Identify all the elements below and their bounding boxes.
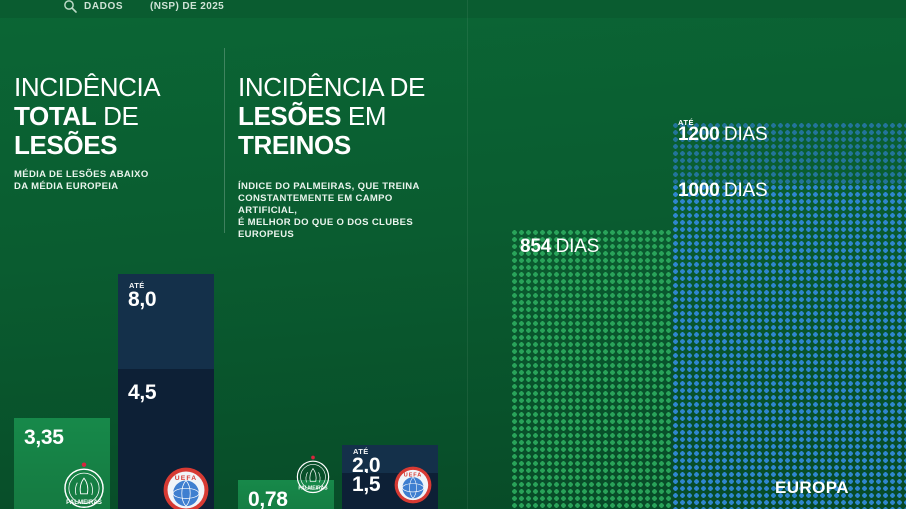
chart3-label-europa: 1000 DIAS — [678, 180, 768, 202]
chart2-value-uefa-max: 2,0 — [352, 454, 381, 473]
svg-text:UEFA: UEFA — [175, 475, 197, 482]
svg-text:PALMEIRAS: PALMEIRAS — [66, 499, 102, 506]
search-icon — [64, 0, 77, 13]
chart2-value-uefa: 1,5 — [352, 473, 381, 496]
chart3-column-europa-dots — [673, 185, 906, 509]
chart2-title-line2: LESÕES EM — [238, 102, 425, 131]
uefa-crest-icon-2: UEFA — [394, 466, 432, 504]
chart3-value-europa: 1000 — [678, 180, 720, 201]
chart1-ate-label-uefa: ATÉ — [129, 281, 145, 290]
chart2-ate-label-uefa: ATÉ — [353, 447, 369, 456]
chart2-title-line3: TREINOS — [238, 130, 351, 160]
palmeiras-crest-icon-2: PALMEIRAS — [296, 455, 330, 494]
chart2-subtitle: ÍNDICE DO PALMEIRAS, QUE TREINA CONSTANT… — [238, 181, 425, 241]
chart1-title-line1: INCIDÊNCIA — [14, 72, 161, 102]
chart3-unit-palmeiras: DIAS — [555, 236, 600, 257]
chart2-bar-uefa-range: ATÉ 2,0 — [342, 445, 438, 473]
chart2-title-line2-light: EM — [347, 101, 387, 131]
chart1-bar-palmeiras: 3,35 — [14, 418, 110, 509]
top-header-strip: DADOS (NSP) DE 2025 — [0, 0, 906, 18]
chart1-title-line2-light: DE — [103, 101, 139, 131]
chart1-title-line3: LESÕES — [14, 130, 118, 160]
chart1-value-uefa-max: 8,0 — [128, 288, 157, 311]
chart3-legend-europa: EUROPA — [775, 478, 849, 497]
chart1-subtitle: MÉDIA DE LESÕES ABAIXO DA MÉDIA EUROPEIA — [14, 169, 149, 193]
chart3-unit-max: DIAS — [723, 124, 768, 145]
svg-text:PALMEIRAS: PALMEIRAS — [298, 486, 328, 492]
chart1-subtitle-l2-bold: MÉDIA EUROPEIA — [31, 181, 119, 192]
chart1-bar-uefa-range: ATÉ 8,0 — [118, 274, 214, 369]
chart1-value-palmeiras: 3,35 — [24, 426, 64, 449]
chart3-value-palmeiras: 854 — [520, 236, 552, 257]
chart1-title-line2-bold: TOTAL — [14, 101, 97, 131]
column-divider — [224, 48, 225, 233]
chart3-column-palmeiras-dots — [512, 230, 673, 509]
uefa-crest-icon: UEFA — [163, 467, 209, 509]
chart2-title-line2-bold: LESÕES — [238, 101, 342, 131]
svg-text:UEFA: UEFA — [404, 473, 422, 479]
chart2-subtitle-line3: É MELHOR DO QUE O DOS CLUBES EUROPEUS — [238, 217, 414, 240]
panel-divider — [467, 0, 468, 509]
chart3-column-europa-range-dots — [673, 123, 906, 185]
left-panel: INCIDÊNCIA TOTAL DE LESÕES MÉDIA DE LESÕ… — [0, 18, 467, 509]
chart3-value-max: 1200 — [678, 124, 720, 145]
chart2-bar-palmeiras: 0,78 — [238, 480, 334, 509]
chart1-subtitle-line1: MÉDIA DE LESÕES ABAIXO — [14, 169, 149, 181]
chart1-value-uefa: 4,5 — [128, 381, 157, 404]
chart3-label-max: ATÉ 1200 DIAS — [678, 118, 768, 146]
chart1-heading-block: INCIDÊNCIA TOTAL DE LESÕES MÉDIA DE LESÕ… — [14, 72, 161, 193]
chart2-subtitle-line1: ÍNDICE DO PALMEIRAS, QUE TREINA — [238, 181, 420, 192]
chart3-unit-europa: DIAS — [723, 180, 768, 201]
chart3-label-palmeiras: 854 DIAS — [520, 236, 599, 258]
chart2-subtitle-line2: CONSTANTEMENTE EM CAMPO ARTIFICIAL, — [238, 193, 393, 216]
palmeiras-crest-icon: PALMEIRAS — [64, 462, 104, 509]
chart2-heading-block: INCIDÊNCIA DE LESÕES EM TREINOS ÍNDICE D… — [238, 72, 425, 241]
chart3-ate-label: ATÉ — [678, 118, 694, 127]
chart2-title-line1: INCIDÊNCIA DE — [238, 72, 425, 102]
chart1-subtitle-l1-light: MÉDIA DE LESÕES — [14, 169, 110, 180]
chart2-value-palmeiras: 0,78 — [248, 488, 288, 509]
topbar-label-dados: DADOS — [84, 1, 124, 12]
chart1-subtitle-l2-light: DA — [14, 181, 32, 192]
right-panel: TOTAL DE DIAS PERDIDOS POR ATLETAS LESIO… — [468, 18, 906, 509]
chart1-subtitle-line2: DA MÉDIA EUROPEIA — [14, 181, 149, 193]
topbar-label-source: (NSP) DE 2025 — [150, 1, 225, 12]
chart1-title-line2: TOTAL DE — [14, 102, 160, 131]
chart1-subtitle-l1-bold: ABAIXO — [109, 169, 149, 180]
